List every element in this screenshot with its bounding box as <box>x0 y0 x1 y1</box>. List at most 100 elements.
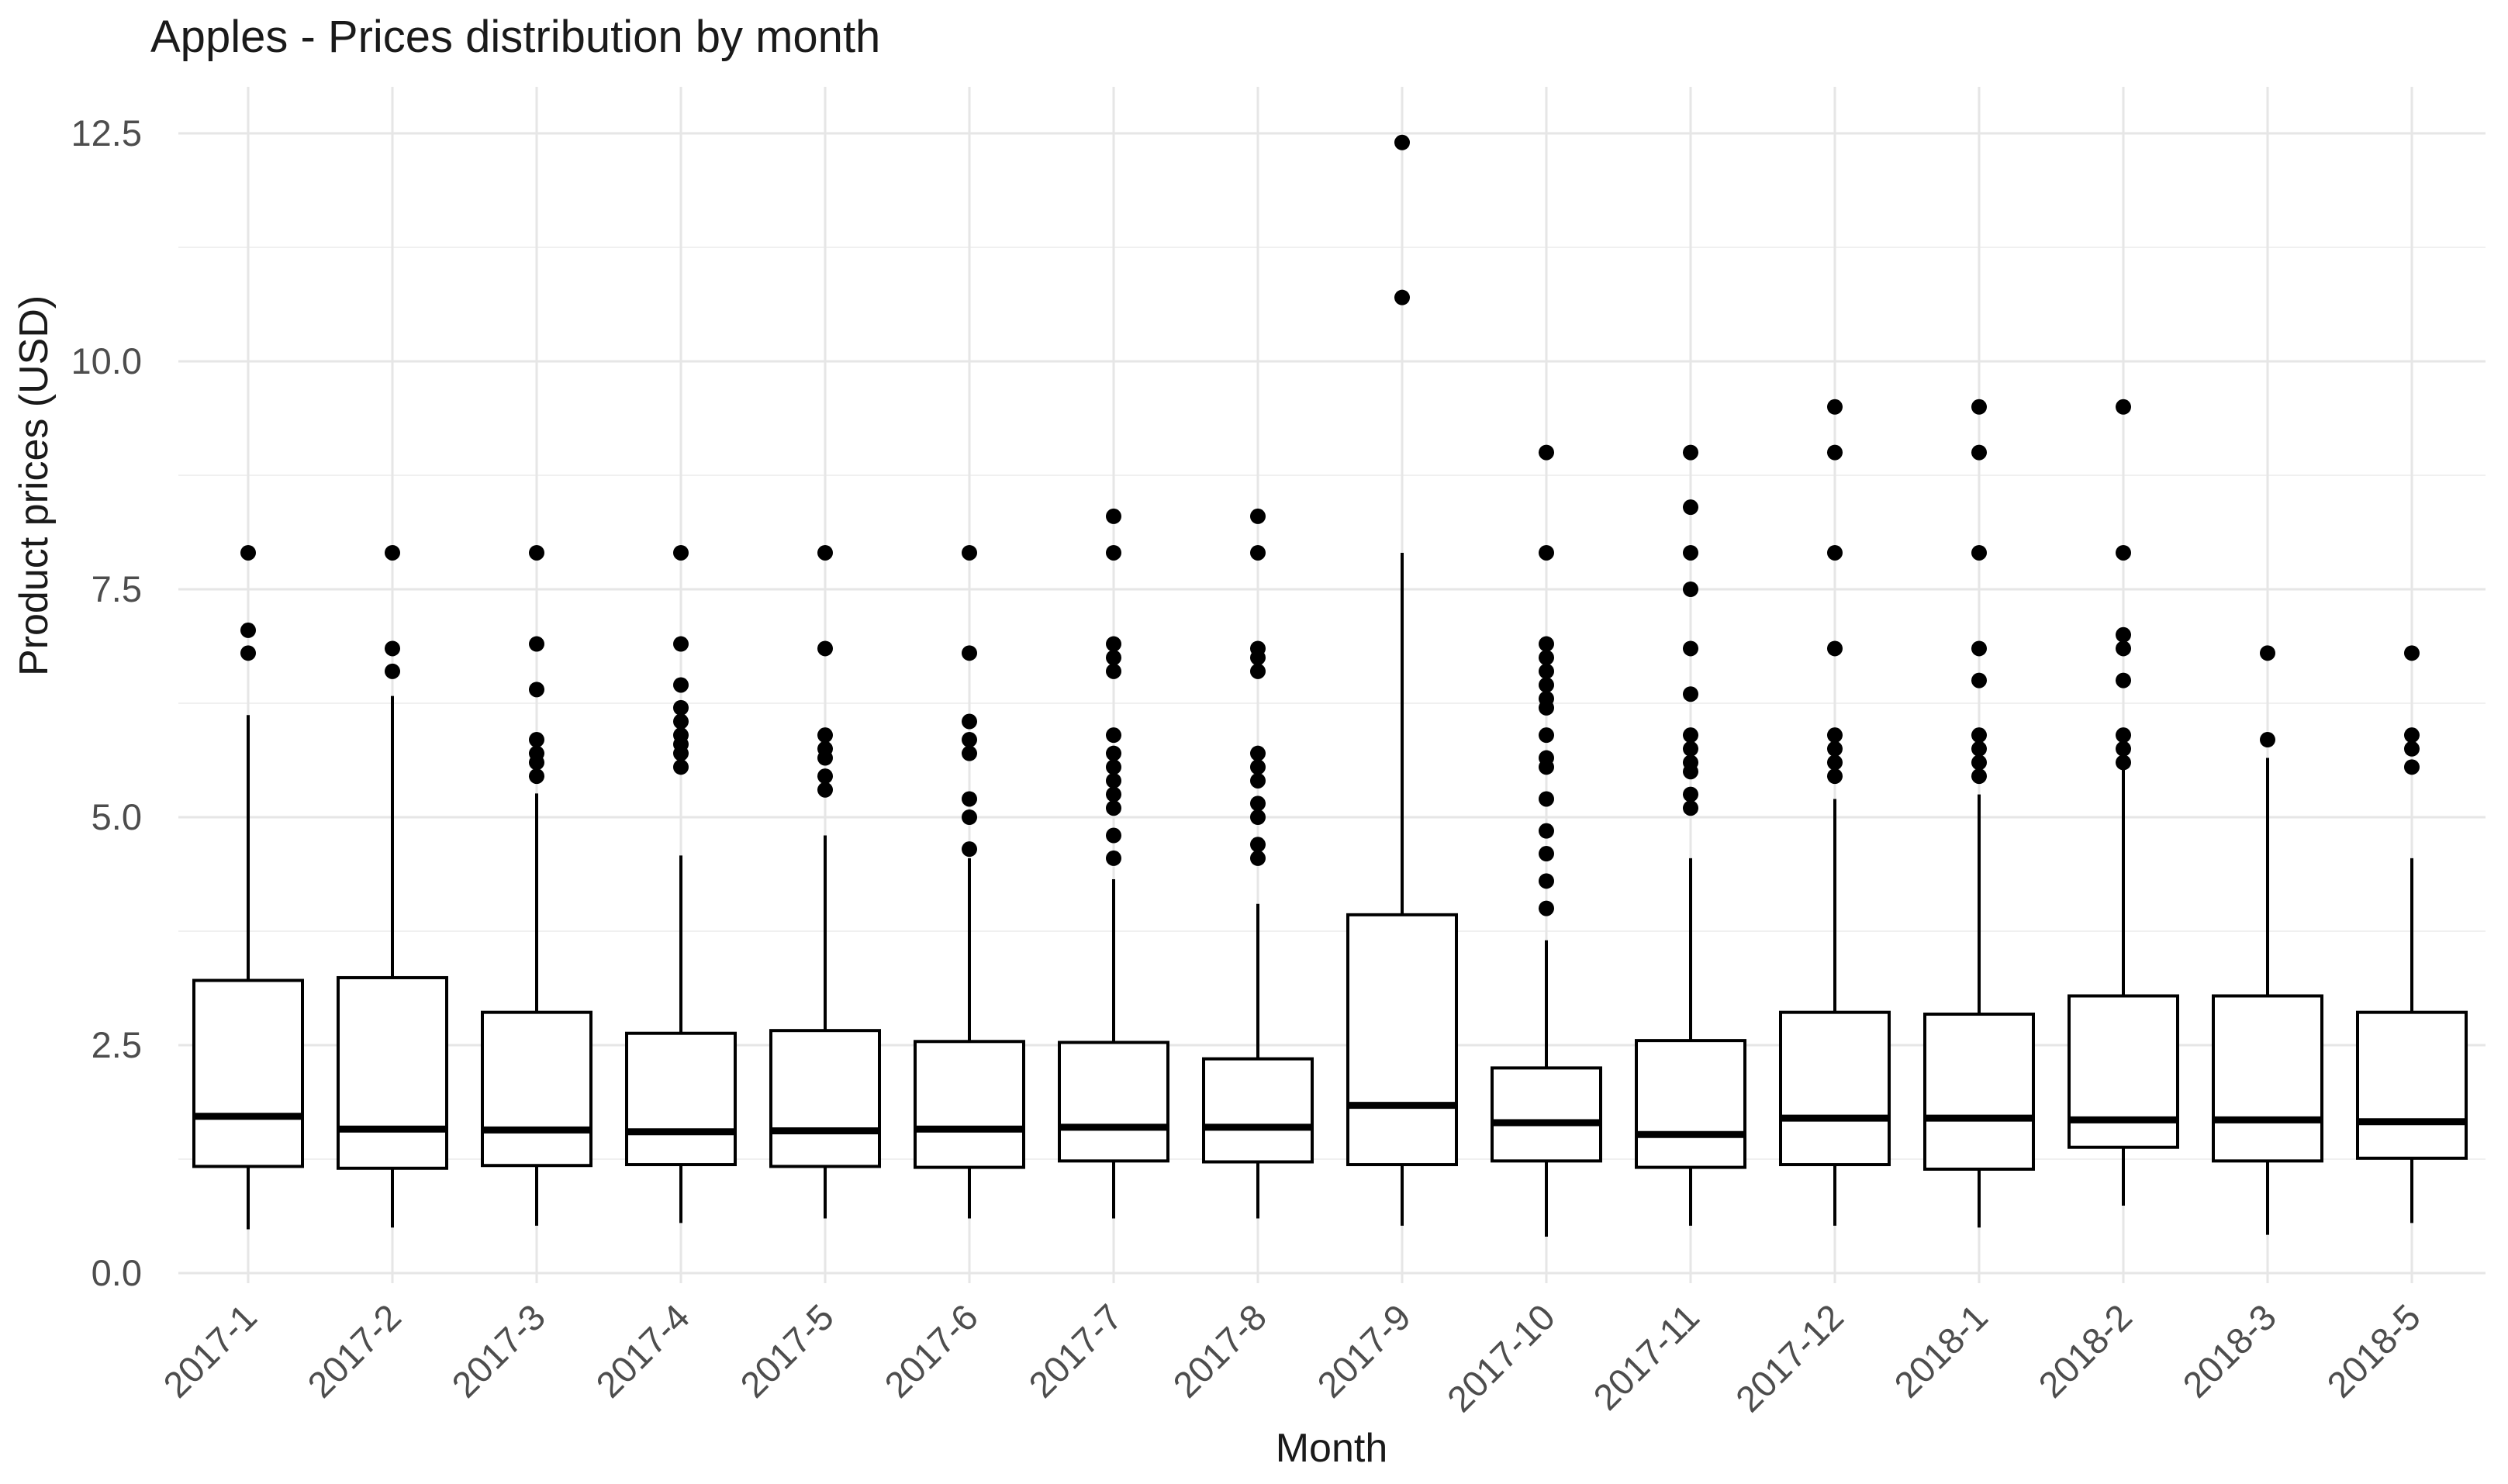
outlier-dot <box>1106 800 1121 816</box>
outlier-dot <box>817 768 833 785</box>
outlier-dot <box>1683 499 1698 516</box>
outlier-dot <box>1250 508 1266 524</box>
outlier-dot <box>962 745 977 761</box>
outlier-dot <box>529 682 544 698</box>
outlier-dot <box>1827 754 1843 771</box>
outlier-dot <box>2260 732 2275 748</box>
outlier-dot <box>2116 754 2131 771</box>
outlier-dot <box>1106 544 1121 561</box>
outlier-dot <box>2404 759 2420 775</box>
outlier-dot <box>1683 640 1698 657</box>
box-rect <box>1635 1039 1746 1169</box>
y-tick-label: 12.5 <box>71 112 142 154</box>
outlier-dot <box>2116 544 2131 561</box>
outlier-dot <box>240 622 256 638</box>
outlier-dot <box>673 636 689 652</box>
y-tick-label: 10.0 <box>71 340 142 381</box>
outlier-dot <box>1971 399 1987 415</box>
x-axis-title: Month <box>1275 1426 1388 1471</box>
outlier-dot <box>2404 740 2420 757</box>
x-tick-label: 2018-5 <box>2319 1296 2428 1406</box>
box-rect <box>1779 1010 1891 1167</box>
box-rect <box>1346 913 1458 1167</box>
outlier-dot <box>1683 582 1698 597</box>
outlier-dot <box>1827 444 1843 461</box>
x-tick-label: 2017-9 <box>1309 1296 1418 1406</box>
outlier-dot <box>962 841 977 858</box>
outlier-dot <box>1106 663 1121 679</box>
x-tick-label: 2017-3 <box>444 1296 553 1406</box>
outlier-dot <box>1683 786 1698 802</box>
outlier-dot <box>1539 823 1554 839</box>
outlier-dot <box>817 544 833 561</box>
outlier-dot <box>1539 544 1554 561</box>
outlier-dot <box>962 732 977 748</box>
box-rect <box>1058 1041 1169 1163</box>
outlier-dot <box>529 754 544 771</box>
box-rect <box>1202 1057 1314 1164</box>
outlier-dot <box>1971 672 1987 689</box>
outlier-dot <box>1106 745 1121 761</box>
box-rect <box>914 1040 1025 1169</box>
x-tick-label: 2017-8 <box>1165 1296 1274 1406</box>
outlier-dot <box>385 663 400 679</box>
outlier-dot <box>1539 677 1554 693</box>
outlier-dot <box>529 636 544 652</box>
outlier-dot <box>1539 873 1554 889</box>
outlier-dot <box>1683 686 1698 702</box>
outlier-dot <box>962 713 977 730</box>
outlier-dot <box>240 645 256 661</box>
outlier-dot <box>1539 900 1554 916</box>
outlier-dot <box>1106 772 1121 789</box>
x-tick-label: 2017-7 <box>1021 1296 1130 1406</box>
outlier-dot <box>1250 837 1266 853</box>
outlier-dot <box>1394 289 1410 305</box>
outlier-dot <box>1250 663 1266 679</box>
outlier-dot <box>673 544 689 561</box>
outlier-dot <box>2116 672 2131 689</box>
outlier-dot <box>2404 727 2420 744</box>
outlier-dot <box>385 544 400 561</box>
outlier-dot <box>1106 850 1121 866</box>
outlier-dot <box>1683 727 1698 744</box>
outlier-dot <box>673 677 689 693</box>
outlier-dot <box>1250 809 1266 825</box>
outlier-dot <box>2116 640 2131 657</box>
box-rect <box>2068 994 2179 1149</box>
outlier-dot <box>1106 786 1121 802</box>
x-tick-label: 2018-2 <box>2030 1296 2140 1406</box>
outlier-dot <box>2116 727 2131 744</box>
outlier-dot <box>1683 800 1698 816</box>
x-tick-label: 2017-5 <box>732 1296 841 1406</box>
outlier-dot <box>817 640 833 657</box>
outlier-dot <box>1106 727 1121 744</box>
outlier-dot <box>1106 508 1121 524</box>
box-rect <box>625 1031 737 1167</box>
y-tick-label: 0.0 <box>92 1252 142 1293</box>
outlier-dot <box>1827 768 1843 785</box>
outlier-dot <box>1250 772 1266 789</box>
outlier-dot <box>1106 636 1121 652</box>
outlier-dot <box>1539 727 1554 744</box>
outlier-dot <box>1539 791 1554 807</box>
outlier-dot <box>529 732 544 748</box>
outlier-dot <box>1250 759 1266 775</box>
outlier-dot <box>1106 759 1121 775</box>
box-rect <box>769 1029 881 1168</box>
outlier-dot <box>817 782 833 798</box>
outlier-dot <box>1539 650 1554 666</box>
outlier-dot <box>1683 740 1698 757</box>
outlier-dot <box>1250 850 1266 866</box>
outlier-dot <box>1971 754 1987 771</box>
outlier-dot <box>1971 544 1987 561</box>
box-rect <box>2356 1010 2468 1160</box>
outlier-dot <box>1539 846 1554 862</box>
outlier-dot <box>1539 663 1554 679</box>
outlier-dot <box>1394 134 1410 150</box>
outlier-dot <box>1971 640 1987 657</box>
outlier-dot <box>1683 764 1698 780</box>
outlier-dot <box>673 699 689 716</box>
outlier-dot <box>1106 650 1121 666</box>
outlier-dot <box>1971 768 1987 785</box>
